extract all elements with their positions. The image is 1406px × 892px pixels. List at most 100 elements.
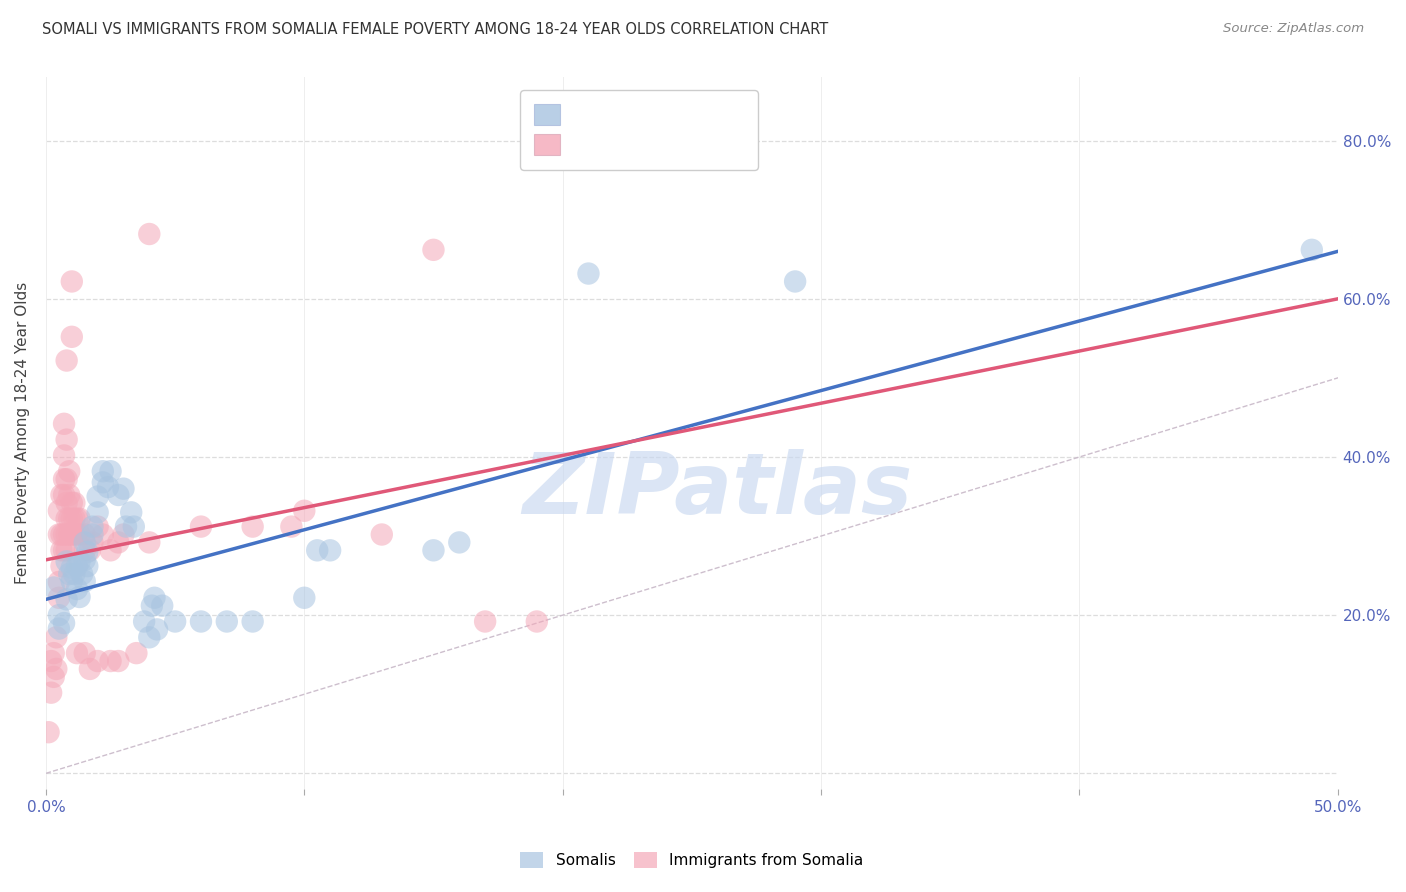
Point: [53, 472, 76, 486]
Point: [55, 353, 77, 368]
Point: [51, 543, 73, 558]
Text: Source: ZipAtlas.com: Source: ZipAtlas.com: [1223, 22, 1364, 36]
Point: [42, 670, 65, 684]
Point: [141, 599, 163, 613]
Point: [91, 464, 114, 478]
Point: [53, 527, 76, 541]
Point: [112, 482, 135, 496]
Point: [55, 527, 77, 541]
Text: N =: N =: [679, 103, 731, 121]
Point: [122, 519, 145, 533]
Point: [48, 504, 70, 518]
Point: [48, 608, 70, 623]
Point: [97, 480, 120, 494]
Point: [449, 535, 471, 549]
Point: [60, 574, 83, 589]
Point: [215, 615, 238, 629]
Point: [86, 654, 108, 668]
Legend: Somalis, Immigrants from Somalia: Somalis, Immigrants from Somalia: [515, 846, 869, 874]
Point: [66, 559, 89, 574]
Point: [73, 553, 96, 567]
Point: [66, 646, 89, 660]
Point: [55, 433, 77, 447]
Point: [76, 545, 98, 559]
Text: 51: 51: [735, 103, 759, 121]
Point: [53, 449, 76, 463]
Point: [55, 592, 77, 607]
Point: [107, 654, 129, 668]
Point: [73, 646, 96, 660]
Point: [280, 519, 302, 533]
Point: [58, 567, 80, 582]
Point: [63, 527, 86, 541]
Point: [69, 527, 91, 541]
Point: [134, 615, 156, 629]
Point: [53, 488, 76, 502]
Text: 71: 71: [735, 138, 759, 156]
Point: [60, 560, 83, 574]
Point: [526, 615, 548, 629]
Point: [69, 554, 91, 568]
Point: [112, 527, 135, 541]
Point: [578, 267, 600, 281]
Point: [60, 330, 83, 344]
Point: [76, 559, 98, 574]
Point: [1301, 243, 1323, 257]
Point: [48, 622, 70, 636]
Point: [73, 543, 96, 558]
Point: [292, 504, 315, 518]
Point: [138, 227, 160, 241]
Text: 0.383: 0.383: [612, 138, 662, 156]
Text: R =: R =: [544, 103, 582, 121]
Point: [66, 511, 89, 525]
Point: [58, 527, 80, 541]
Point: [82, 527, 104, 541]
Point: [190, 519, 212, 533]
Point: [38, 725, 60, 739]
Point: [48, 527, 70, 541]
Point: [55, 496, 77, 510]
Point: [82, 535, 104, 549]
Text: SOMALI VS IMMIGRANTS FROM SOMALIA FEMALE POVERTY AMONG 18-24 YEAR OLDS CORRELATI: SOMALI VS IMMIGRANTS FROM SOMALIA FEMALE…: [42, 22, 828, 37]
Point: [86, 490, 108, 504]
Y-axis label: Female Poverty Among 18-24 Year Olds: Female Poverty Among 18-24 Year Olds: [15, 282, 30, 584]
Point: [371, 527, 394, 541]
Point: [63, 496, 86, 510]
Point: [58, 464, 80, 478]
Point: [63, 567, 86, 582]
Point: [60, 275, 83, 289]
Point: [319, 543, 342, 558]
Point: [55, 554, 77, 568]
Point: [120, 505, 142, 519]
Point: [107, 535, 129, 549]
Point: [474, 615, 496, 629]
Text: ZIPatlas: ZIPatlas: [523, 449, 912, 532]
Point: [73, 527, 96, 541]
Point: [45, 662, 67, 676]
Point: [190, 615, 212, 629]
Point: [100, 543, 122, 558]
Point: [86, 519, 108, 533]
Point: [242, 615, 264, 629]
Point: [42, 581, 65, 595]
Point: [53, 417, 76, 431]
Point: [100, 654, 122, 668]
Point: [307, 543, 329, 558]
Point: [53, 616, 76, 631]
Point: [82, 519, 104, 533]
Point: [73, 574, 96, 589]
Point: [70, 567, 93, 582]
Point: [51, 559, 73, 574]
Point: [60, 527, 83, 541]
Point: [422, 543, 444, 558]
Point: [785, 275, 807, 289]
Text: N =: N =: [679, 138, 731, 156]
Point: [422, 243, 444, 257]
Point: [69, 511, 91, 525]
Point: [138, 535, 160, 549]
Point: [138, 630, 160, 644]
Point: [91, 527, 114, 541]
Point: [69, 590, 91, 604]
Point: [42, 646, 65, 660]
Point: [58, 511, 80, 525]
